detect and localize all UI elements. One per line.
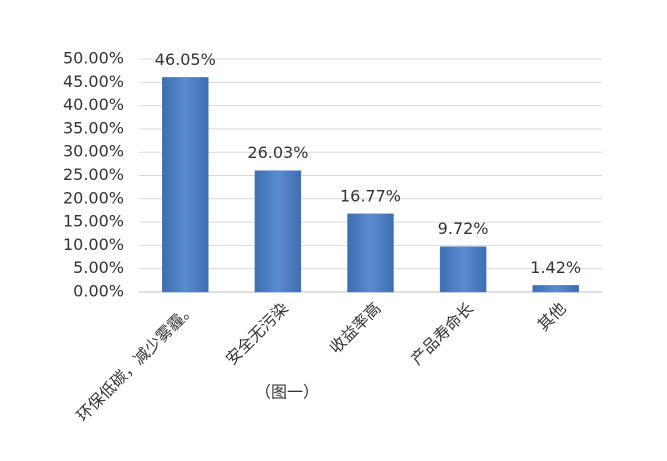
y-tick-label: 0.00% bbox=[73, 282, 124, 301]
caption: （图一） bbox=[255, 383, 319, 402]
y-tick-label: 30.00% bbox=[63, 142, 124, 161]
y-tick-label: 50.00% bbox=[63, 49, 124, 68]
value-label: 26.03% bbox=[247, 143, 308, 162]
value-label: 46.05% bbox=[155, 50, 216, 69]
x-tick-label: 收益率高 bbox=[326, 299, 385, 358]
bar bbox=[347, 213, 394, 293]
bar bbox=[254, 170, 302, 293]
x-tick-label: 环保低碳，减少雾霾。 bbox=[73, 299, 200, 426]
value-label: 1.42% bbox=[530, 258, 581, 277]
bar bbox=[162, 77, 209, 293]
bar bbox=[532, 285, 579, 293]
value-label: 9.72% bbox=[438, 219, 489, 238]
y-tick-label: 15.00% bbox=[63, 212, 124, 231]
x-tick-label: 其他 bbox=[534, 299, 570, 335]
y-tick-label: 20.00% bbox=[63, 188, 124, 207]
y-tick-label: 40.00% bbox=[63, 95, 124, 114]
y-tick-label: 10.00% bbox=[63, 235, 124, 254]
y-tick-label: 25.00% bbox=[63, 165, 124, 184]
bar bbox=[439, 246, 487, 293]
value-label: 16.77% bbox=[340, 186, 401, 205]
y-tick-label: 5.00% bbox=[73, 258, 124, 277]
x-tick-label: 产品寿命长 bbox=[407, 299, 477, 369]
y-tick-label: 35.00% bbox=[63, 118, 124, 137]
x-tick-label: 安全无污染 bbox=[222, 299, 292, 369]
y-tick-label: 45.00% bbox=[63, 72, 124, 91]
